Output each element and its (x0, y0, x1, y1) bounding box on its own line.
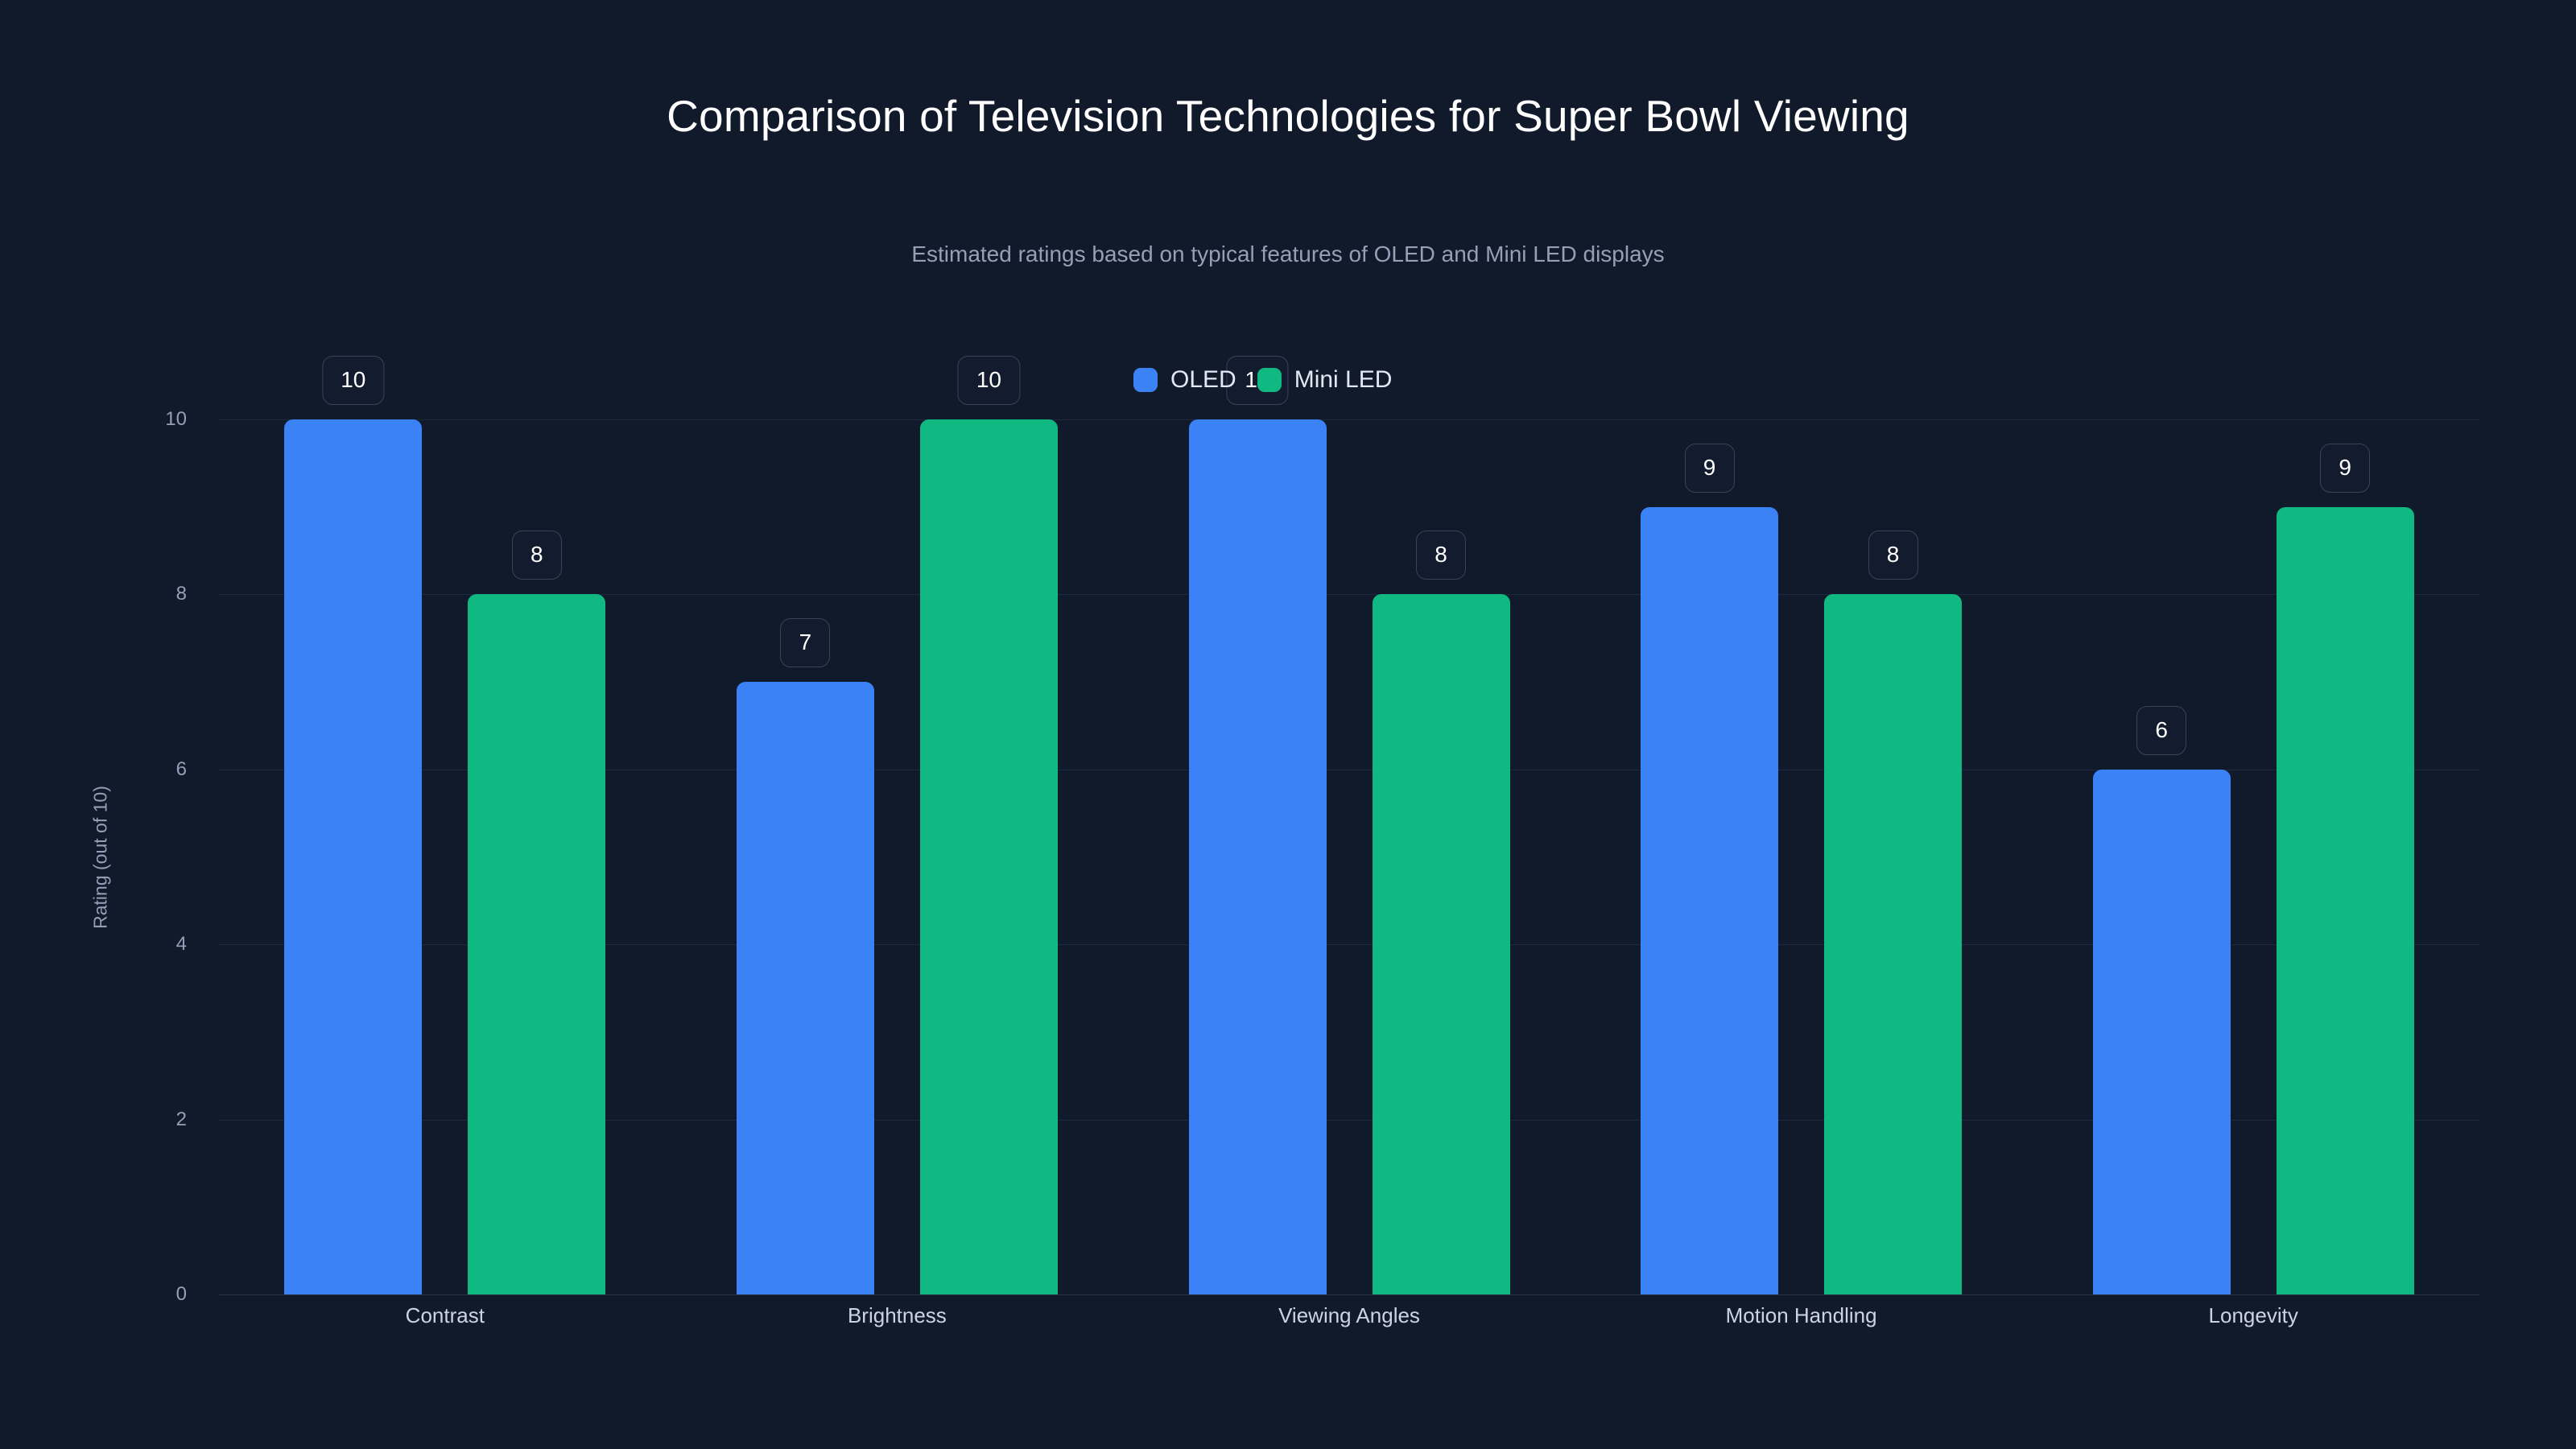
data-label-badge: 10 (957, 356, 1020, 405)
data-label-badge: 8 (511, 530, 562, 580)
data-label-badge: 9 (2320, 443, 2371, 493)
legend: OLED Mini LED (1133, 366, 1392, 394)
gridline (219, 594, 2479, 596)
legend-item-oled[interactable]: OLED (1133, 366, 1236, 394)
bar-oled-brightness[interactable] (736, 682, 874, 1294)
gridline (219, 944, 2479, 946)
x-axis-tick-label: Motion Handling (1725, 1303, 1877, 1327)
bar-oled-contrast[interactable] (284, 419, 423, 1294)
y-axis-tick-label: 4 (175, 933, 187, 956)
gridline (219, 419, 2479, 420)
data-label-badge: 9 (1684, 443, 1735, 493)
y-axis-tick-label: 8 (175, 583, 187, 605)
y-axis-tick-label: 6 (175, 758, 187, 780)
gridline (219, 1119, 2479, 1121)
data-label-badge: 6 (2136, 705, 2187, 755)
x-axis-tick-label: Longevity (2208, 1303, 2298, 1327)
x-axis-tick-label: Brightness (847, 1303, 947, 1327)
bar-oled-viewing-angles[interactable] (1188, 419, 1327, 1294)
y-axis-tick-label: 2 (175, 1108, 187, 1130)
bar-mini-led-viewing-angles[interactable] (1372, 594, 1510, 1294)
bar-mini-led-motion-handling[interactable] (1824, 594, 1963, 1294)
y-axis-tick-label: 0 (175, 1283, 187, 1305)
legend-swatch-icon (1133, 368, 1158, 392)
legend-item-mini-led[interactable]: Mini LED (1257, 366, 1393, 394)
y-axis-tick-label: 10 (165, 408, 187, 430)
chart-subtitle: Estimated ratings based on typical featu… (911, 242, 1665, 266)
gridline (219, 1294, 2479, 1295)
legend-swatch-icon (1257, 368, 1282, 392)
legend-label: Mini LED (1294, 366, 1393, 393)
data-label-badge: 7 (780, 618, 831, 668)
y-axis-title: Rating (out of 10) (89, 786, 111, 929)
page-title: Comparison of Television Technologies fo… (667, 91, 1909, 141)
legend-label: OLED (1170, 366, 1236, 393)
bar-mini-led-brightness[interactable] (919, 419, 1058, 1294)
x-axis-tick-label: Viewing Angles (1278, 1303, 1420, 1327)
data-label-badge: 10 (322, 356, 385, 405)
bar-mini-led-longevity[interactable] (2276, 506, 2414, 1294)
bar-oled-motion-handling[interactable] (1641, 506, 1779, 1294)
bar-mini-led-contrast[interactable] (468, 594, 606, 1294)
data-label-badge: 8 (1868, 530, 1918, 580)
x-axis-tick-label: Contrast (405, 1303, 485, 1327)
bar-oled-longevity[interactable] (2092, 769, 2231, 1294)
data-label-badge: 8 (1416, 530, 1466, 580)
